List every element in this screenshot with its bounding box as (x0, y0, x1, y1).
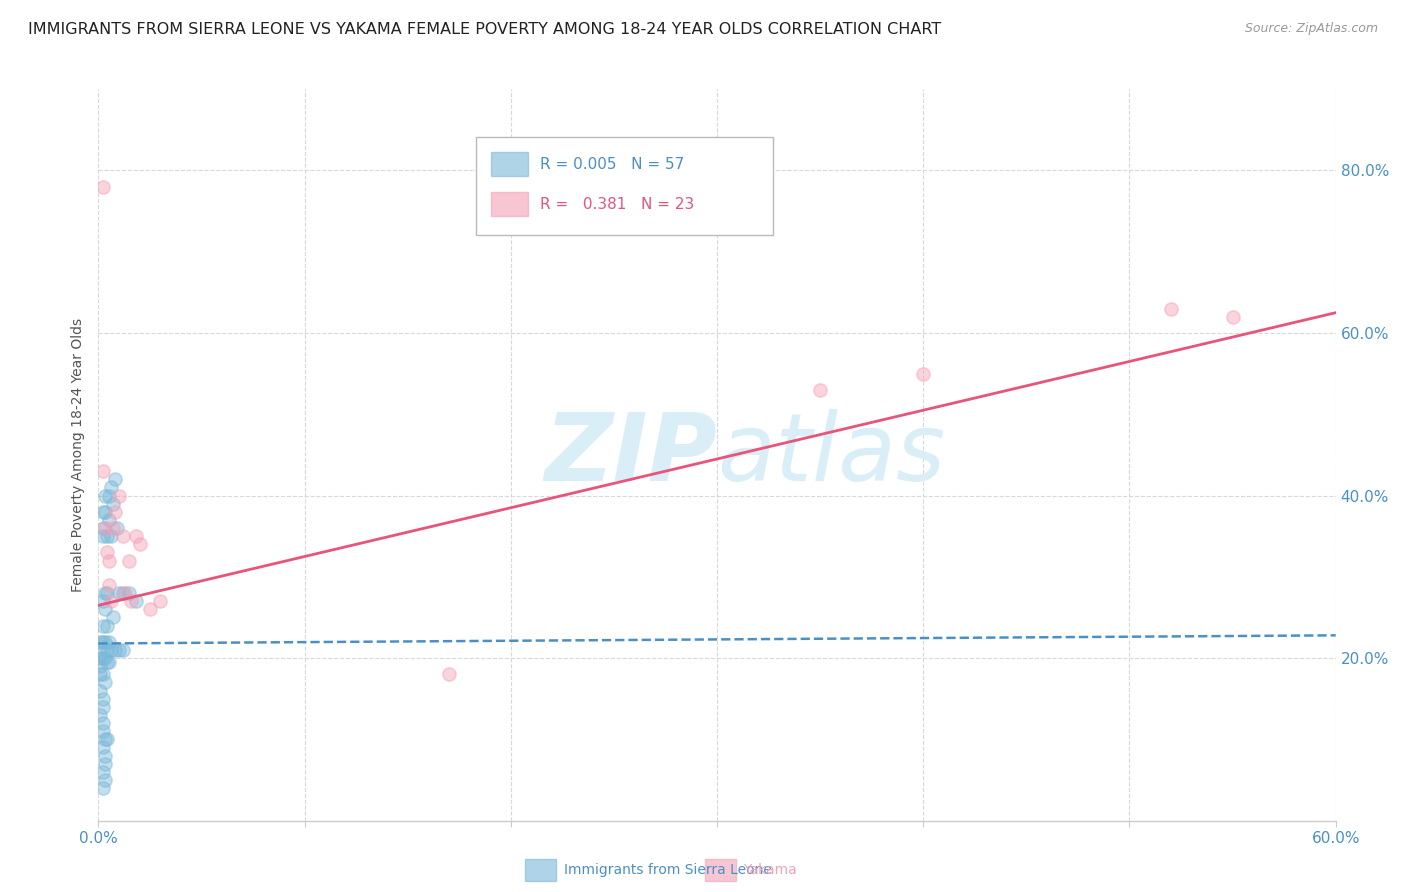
Point (91, 667, 114, 681)
Point (91, 618, 114, 632)
Point (97, 489, 120, 503)
Point (91, 740, 114, 755)
Point (91, 179, 114, 194)
Point (149, 594, 172, 608)
Text: R =   0.381   N = 23: R = 0.381 N = 23 (540, 197, 695, 212)
Point (100, 643, 122, 657)
Point (97, 578, 120, 592)
Point (97, 635, 120, 649)
FancyBboxPatch shape (526, 859, 557, 881)
Point (93, 732, 115, 747)
Point (89, 667, 111, 681)
Point (100, 529, 122, 543)
Point (93, 756, 115, 771)
Point (124, 594, 146, 608)
Point (93, 505, 115, 519)
Point (101, 521, 124, 535)
Point (808, 383, 831, 397)
Point (91, 651, 114, 665)
Point (91, 764, 114, 779)
Point (104, 472, 127, 486)
FancyBboxPatch shape (475, 136, 773, 235)
FancyBboxPatch shape (491, 153, 527, 176)
Point (112, 643, 135, 657)
Point (108, 489, 131, 503)
Point (91, 529, 114, 543)
Point (96, 586, 118, 600)
Point (91, 521, 114, 535)
Point (1160, 301, 1182, 316)
Point (437, 667, 460, 681)
Point (89, 651, 111, 665)
FancyBboxPatch shape (704, 859, 735, 881)
Point (1222, 310, 1244, 324)
Point (97, 553, 120, 567)
Text: ZIP: ZIP (544, 409, 717, 501)
Point (93, 489, 115, 503)
Point (89, 643, 111, 657)
Point (89, 708, 111, 723)
Point (118, 553, 141, 567)
Point (93, 521, 115, 535)
Point (104, 505, 127, 519)
Point (108, 586, 131, 600)
Point (93, 586, 115, 600)
FancyBboxPatch shape (491, 193, 527, 216)
Point (93, 602, 115, 616)
Point (91, 505, 114, 519)
Point (96, 732, 118, 747)
Text: Yakama: Yakama (742, 863, 797, 878)
Point (128, 537, 150, 551)
Point (112, 529, 135, 543)
Point (91, 724, 114, 739)
Point (89, 635, 111, 649)
Point (96, 643, 118, 657)
Point (89, 659, 111, 673)
Point (93, 772, 115, 787)
Point (93, 748, 115, 763)
Point (100, 594, 122, 608)
Text: Immigrants from Sierra Leone: Immigrants from Sierra Leone (564, 863, 772, 878)
Text: Source: ZipAtlas.com: Source: ZipAtlas.com (1244, 22, 1378, 36)
Point (96, 545, 118, 559)
Point (93, 635, 115, 649)
Point (96, 529, 118, 543)
Point (100, 480, 122, 494)
Point (89, 683, 111, 698)
Point (118, 586, 141, 600)
Point (93, 675, 115, 690)
Point (91, 635, 114, 649)
Point (91, 716, 114, 731)
Point (97, 655, 120, 669)
Point (112, 586, 135, 600)
Point (104, 643, 127, 657)
Y-axis label: Female Poverty Among 18-24 Year Olds: Female Poverty Among 18-24 Year Olds (72, 318, 86, 592)
Point (96, 655, 118, 669)
Point (96, 618, 118, 632)
Point (124, 529, 146, 543)
Point (114, 586, 136, 600)
Point (91, 691, 114, 706)
Point (101, 610, 124, 624)
Text: R = 0.005   N = 57: R = 0.005 N = 57 (540, 157, 685, 172)
Point (97, 513, 120, 527)
Point (101, 497, 124, 511)
Point (91, 594, 114, 608)
Point (120, 594, 142, 608)
Text: IMMIGRANTS FROM SIERRA LEONE VS YAKAMA FEMALE POVERTY AMONG 18-24 YEAR OLDS CORR: IMMIGRANTS FROM SIERRA LEONE VS YAKAMA F… (28, 22, 942, 37)
Text: atlas: atlas (717, 409, 945, 500)
Point (108, 643, 131, 657)
Point (93, 651, 115, 665)
Point (139, 602, 162, 616)
Point (91, 781, 114, 796)
Point (91, 699, 114, 714)
Point (91, 464, 114, 478)
Point (105, 521, 128, 535)
Point (912, 367, 935, 381)
